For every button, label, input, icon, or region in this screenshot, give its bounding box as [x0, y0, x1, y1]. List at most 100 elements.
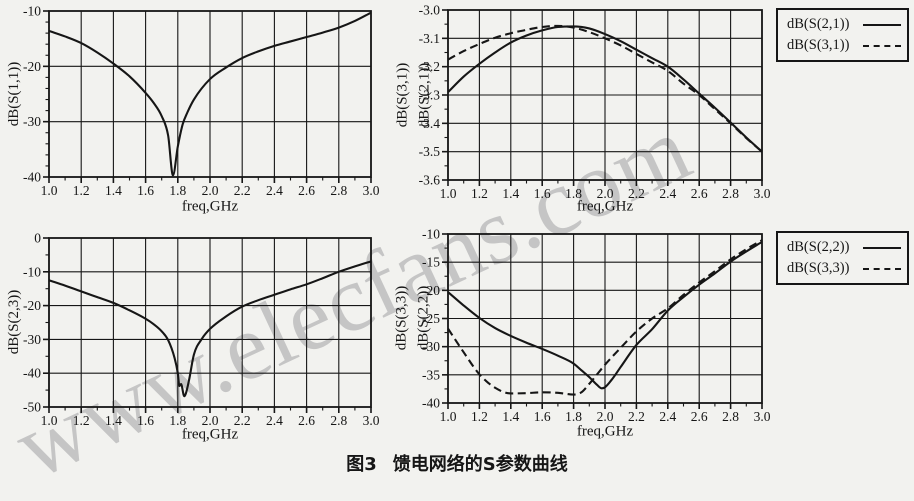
series-dB(S(3,1)) — [447, 24, 763, 153]
plots-canvas: 1.0 1.2 1.4 1.6 1.8 2.0 2.2 2.4 2.6 2.8 3.0 -10 -20 -… — [23, 3, 771, 429]
chart-0 — [43, 10, 372, 183]
ylabel-s33-line: dB(S(3,3)) — [393, 285, 410, 351]
ylabel-s33-s22: dB(S(3,3)) dB(S(2,2)) — [391, 286, 435, 351]
legend-label-s31: dB(S(3,1)) — [787, 37, 850, 53]
svg-text:2.6: 2.6 — [691, 409, 708, 424]
svg-text:1.0: 1.0 — [41, 183, 58, 198]
svg-text:1.2: 1.2 — [73, 183, 90, 198]
svg-text:2.8: 2.8 — [722, 186, 739, 201]
svg-text:0: 0 — [34, 231, 41, 246]
svg-text:1.8: 1.8 — [169, 183, 186, 198]
svg-text:1.8: 1.8 — [565, 186, 582, 201]
xlabel-bottom-left: freq,GHz — [181, 426, 239, 443]
svg-text:-30: -30 — [422, 339, 440, 354]
svg-text:2.4: 2.4 — [266, 183, 283, 198]
series-dB(S(3,3)) — [447, 239, 763, 396]
figure-number: 图3 — [346, 454, 377, 475]
ylabel-s11: dB(S(1,1)) — [4, 62, 26, 127]
legend-top: dB(S(2,1)) dB(S(3,1)) — [776, 8, 909, 62]
svg-text:1.8: 1.8 — [169, 413, 186, 428]
series-dB(S(1,1)) — [48, 11, 372, 177]
svg-text:2.0: 2.0 — [597, 186, 614, 201]
svg-text:1.4: 1.4 — [105, 183, 122, 198]
svg-text:2.0: 2.0 — [597, 409, 614, 424]
legend-row: dB(S(3,1)) — [787, 35, 901, 56]
svg-text:-3.5: -3.5 — [419, 144, 441, 159]
dashed-line-swatch — [863, 44, 901, 47]
svg-text:-40: -40 — [23, 170, 41, 185]
legend-bottom: dB(S(2,2)) dB(S(3,3)) — [776, 231, 909, 285]
figure-caption: 图3 馈电网络的S参数曲线 — [0, 450, 914, 476]
svg-text:2.6: 2.6 — [298, 183, 315, 198]
svg-text:1.4: 1.4 — [502, 409, 519, 424]
svg-text:1.2: 1.2 — [471, 186, 488, 201]
dashed-line-swatch — [863, 267, 901, 270]
svg-text:3.0: 3.0 — [363, 413, 380, 428]
ylabel-s23: dB(S(2,3)) — [4, 290, 26, 355]
svg-text:2.4: 2.4 — [659, 409, 676, 424]
xlabel-bottom-right: freq,GHz — [576, 423, 634, 440]
svg-text:2.4: 2.4 — [266, 413, 283, 428]
svg-text:2.2: 2.2 — [234, 413, 251, 428]
svg-text:2.2: 2.2 — [628, 409, 645, 424]
chart-3-tick-labels: 1.0 1.2 1.4 1.6 1.8 2.0 2.2 2.4 2.6 2.8 3.0 -10 -15 -… — [422, 227, 771, 425]
svg-text:-3.3: -3.3 — [419, 88, 441, 103]
svg-text:-10: -10 — [23, 264, 41, 279]
svg-text:-25: -25 — [422, 311, 440, 326]
svg-text:-20: -20 — [422, 283, 440, 298]
chart-0-tick-labels: 1.0 1.2 1.4 1.6 1.8 2.0 2.2 2.4 2.6 2.8 3.0 -10 -20 -… — [23, 4, 380, 199]
svg-text:-3.0: -3.0 — [419, 3, 441, 18]
svg-text:-3.4: -3.4 — [419, 116, 441, 131]
xlabel-top-right: freq,GHz — [576, 198, 634, 215]
svg-text:-50: -50 — [23, 400, 41, 415]
ylabel-s22-line: dB(S(2,2)) — [415, 285, 431, 351]
svg-text:1.6: 1.6 — [137, 183, 154, 198]
chart-1 — [442, 9, 763, 186]
svg-text:2.0: 2.0 — [202, 183, 219, 198]
svg-text:2.6: 2.6 — [691, 186, 708, 201]
svg-text:-40: -40 — [422, 396, 440, 411]
svg-text:1.4: 1.4 — [105, 413, 122, 428]
svg-text:2.4: 2.4 — [659, 186, 676, 201]
svg-text:-10: -10 — [23, 4, 41, 19]
ylabel-s11-line: dB(S(1,1)) — [6, 61, 23, 127]
figure-title: 馈电网络的S参数曲线 — [392, 454, 568, 475]
svg-text:-30: -30 — [23, 332, 41, 347]
ylabel-s23-line: dB(S(2,3)) — [6, 289, 23, 355]
svg-text:2.6: 2.6 — [298, 413, 315, 428]
svg-text:2.2: 2.2 — [234, 183, 251, 198]
svg-text:-20: -20 — [23, 59, 41, 74]
svg-text:2.0: 2.0 — [202, 413, 219, 428]
svg-text:3.0: 3.0 — [754, 409, 771, 424]
chart-2-tick-labels: 1.0 1.2 1.4 1.6 1.8 2.0 2.2 2.4 2.6 2.8 3.0 0 -10 -20… — [23, 231, 380, 429]
chart-1-tick-labels: 1.0 1.2 1.4 1.6 1.8 2.0 2.2 2.4 2.6 2.8 3.0 -3.0 -3.… — [419, 3, 771, 202]
svg-text:1.0: 1.0 — [41, 413, 58, 428]
svg-text:-20: -20 — [23, 298, 41, 313]
svg-text:2.8: 2.8 — [330, 413, 347, 428]
svg-text:1.6: 1.6 — [534, 409, 551, 424]
chart-3 — [442, 233, 763, 409]
svg-text:-30: -30 — [23, 114, 41, 129]
legend-row: dB(S(2,2)) — [787, 237, 901, 258]
chart-2 — [43, 237, 372, 413]
series-dB(S(2,2)) — [447, 240, 763, 390]
legend-row: dB(S(3,3)) — [787, 258, 901, 279]
svg-text:-10: -10 — [422, 227, 440, 242]
svg-text:3.0: 3.0 — [754, 186, 771, 201]
svg-text:-40: -40 — [23, 366, 41, 381]
svg-text:1.6: 1.6 — [534, 186, 551, 201]
svg-text:1.4: 1.4 — [502, 186, 519, 201]
svg-text:-3.2: -3.2 — [419, 59, 440, 74]
svg-text:-35: -35 — [422, 367, 440, 382]
svg-text:-15: -15 — [422, 255, 440, 270]
legend-label-s21: dB(S(2,1)) — [787, 16, 850, 32]
svg-text:2.8: 2.8 — [330, 183, 347, 198]
legend-label-s22: dB(S(2,2)) — [787, 239, 850, 255]
svg-text:1.6: 1.6 — [137, 413, 154, 428]
ylabel-s31-line: dB(S(3,1)) — [394, 62, 411, 128]
solid-line-swatch — [863, 246, 901, 249]
svg-text:1.0: 1.0 — [440, 186, 457, 201]
svg-text:1.0: 1.0 — [440, 409, 457, 424]
svg-text:1.2: 1.2 — [471, 409, 488, 424]
svg-text:-3.1: -3.1 — [419, 31, 440, 46]
